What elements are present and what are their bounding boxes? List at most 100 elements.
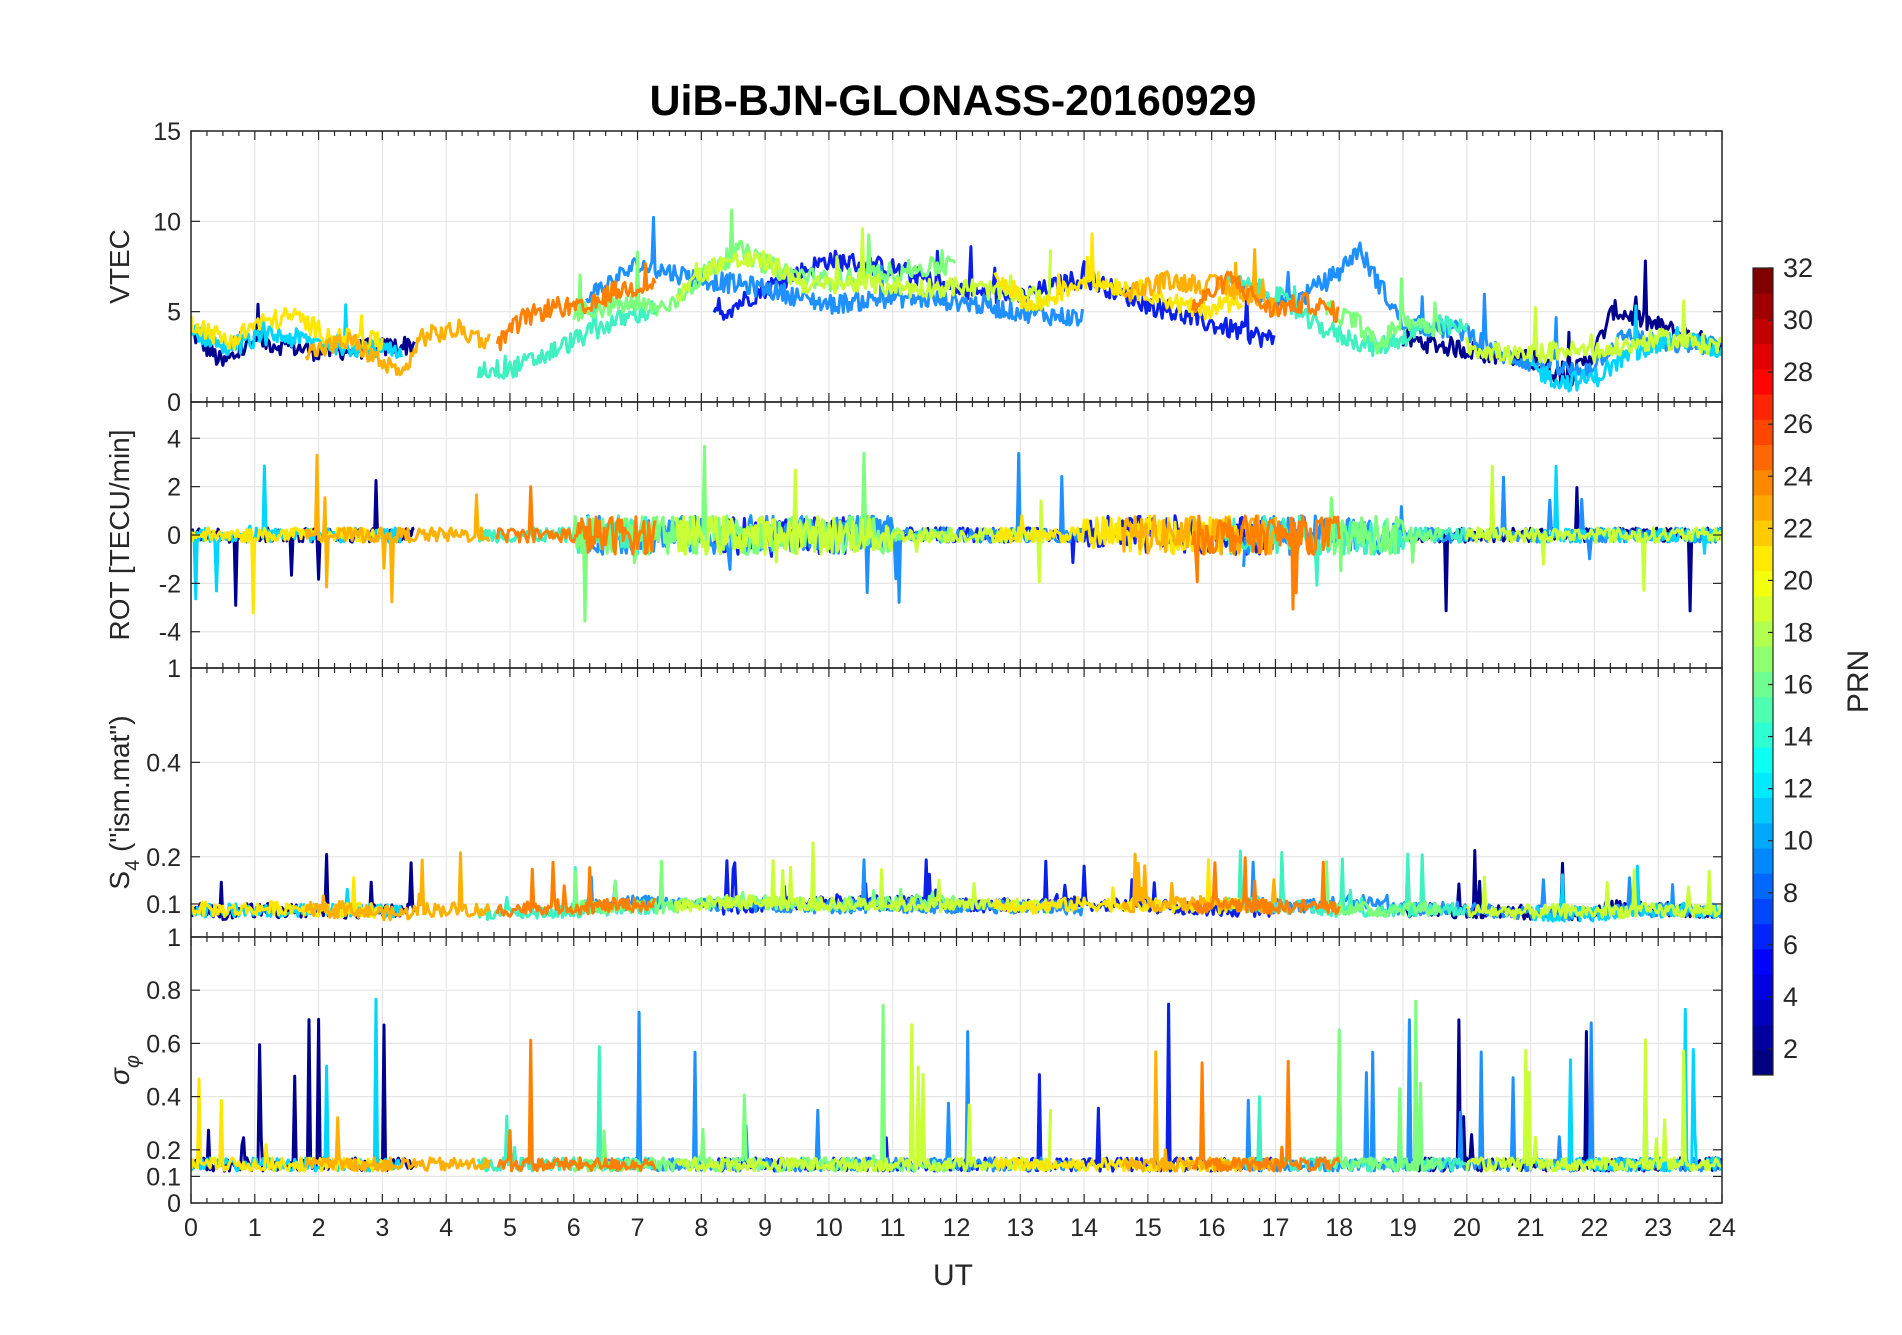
- colorbar-tick-label: 10: [1783, 826, 1813, 856]
- x-tick-label: 24: [1708, 1214, 1736, 1242]
- y-tick-label: 15: [153, 118, 181, 146]
- colorbar-band: [1753, 1049, 1773, 1076]
- x-tick-label: 23: [1644, 1214, 1672, 1242]
- series-line: [495, 262, 657, 352]
- colorbar-tick-label: 2: [1783, 1034, 1798, 1064]
- series-line: [674, 841, 1052, 915]
- series-line: [495, 485, 657, 556]
- colorbar-band: [1753, 520, 1773, 546]
- colorbar-label: PRN: [1842, 650, 1875, 713]
- colorbar-tick-label: 22: [1783, 513, 1813, 543]
- colorbar-tick-label: 32: [1783, 253, 1813, 283]
- colorbar-band: [1753, 747, 1773, 773]
- y-tick-label: 0.6: [146, 1030, 181, 1058]
- series-line: [1242, 241, 1722, 380]
- colorbar-tick-label: 18: [1783, 617, 1813, 647]
- x-tick-label: 17: [1262, 1214, 1290, 1242]
- ticks-s4: [190, 668, 1723, 937]
- x-tick-label: 8: [694, 1214, 708, 1242]
- series-line: [495, 860, 657, 918]
- y-axis-label-vtec: VTEC: [104, 229, 135, 304]
- x-tick-label: 15: [1134, 1214, 1162, 1242]
- series-line: [675, 227, 1053, 309]
- y-tick-label: 0.2: [146, 844, 181, 872]
- series-line: [304, 453, 491, 604]
- x-tick-label: 0: [184, 1214, 198, 1242]
- x-tick-label: 22: [1581, 1214, 1609, 1242]
- x-tick-label: 2: [312, 1214, 326, 1242]
- x-tick-label: 18: [1325, 1214, 1353, 1242]
- series-line: [1465, 299, 1722, 366]
- colorbar-band: [1753, 974, 1773, 1000]
- colorbar-box: [1752, 267, 1774, 1076]
- series-line: [712, 245, 1276, 348]
- y-axis-label-sigma: σφ: [104, 1055, 144, 1085]
- x-tick-label: 12: [943, 1214, 971, 1242]
- x-tick-label: 1: [248, 1214, 262, 1242]
- colorbar-tick-label: 20: [1783, 565, 1813, 595]
- x-tick-label: 9: [758, 1214, 772, 1242]
- series-group-sigma: [191, 997, 1722, 1173]
- colorbar-band: [1753, 444, 1773, 471]
- colorbar-band: [1753, 671, 1773, 698]
- x-tick-label: 4: [439, 1214, 453, 1242]
- y-axis-label-s4: S4 ("ism.mat"): [104, 715, 144, 889]
- x-tick-label: 13: [1006, 1214, 1034, 1242]
- colorbar-band: [1753, 696, 1773, 723]
- series-line: [993, 232, 1244, 321]
- y-tick-label: 0.2: [146, 1137, 181, 1165]
- colorbar-band: [1753, 419, 1773, 446]
- colorbar-band: [1753, 772, 1773, 799]
- x-axis-label: UT: [933, 1259, 973, 1292]
- colorbar-tick-label: 12: [1783, 774, 1813, 804]
- series-line: [1465, 464, 1722, 592]
- series-group-s4: [191, 841, 1722, 923]
- colorbar-band: [1753, 797, 1773, 824]
- y-tick-label: 0.1: [146, 1163, 181, 1191]
- series-line: [1191, 1059, 1341, 1173]
- colorbar-band: [1753, 721, 1773, 748]
- x-tick-labels: 0 1 2 3 4 5 6 7 8 9 10 11 12 13 14 15 16 17 18 19 20 21 22 23 24: [184, 1214, 1736, 1242]
- series-line: [572, 1003, 957, 1173]
- colorbar-tick-label: 30: [1783, 305, 1813, 335]
- colorbar-band: [1753, 822, 1773, 849]
- y-tick-label: 0.4: [146, 1084, 181, 1112]
- series-line: [1465, 868, 1722, 921]
- y-tick-label: 1: [167, 924, 181, 952]
- colorbar-band: [1753, 545, 1773, 572]
- colorbar-tick-label: 26: [1783, 409, 1813, 439]
- x-tick-label: 21: [1517, 1214, 1545, 1242]
- colorbar-band: [1753, 923, 1773, 950]
- x-tick-label: 19: [1389, 1214, 1417, 1242]
- x-tick-label: 7: [631, 1214, 645, 1242]
- colorbar-tick-label: 24: [1783, 461, 1813, 491]
- y-tick-label: 0.4: [146, 749, 181, 777]
- ticks-rot: [190, 402, 1723, 668]
- series-line: [585, 215, 1084, 327]
- y-tick-label: 10: [153, 208, 181, 236]
- series-line: [1325, 860, 1443, 918]
- panel-vtec: 0 5 10 15 VTEC: [104, 118, 1723, 417]
- ticks-sigma: [190, 936, 1723, 1204]
- series-line: [1191, 856, 1341, 916]
- panel-s4: 0.1 0.2 0.4 1 S4 ("ism.mat"): [104, 655, 1723, 938]
- series-line: [674, 468, 1052, 584]
- x-tick-label: 3: [375, 1214, 389, 1242]
- colorbar-band: [1753, 343, 1773, 370]
- colorbar-tick-label: 8: [1783, 878, 1798, 908]
- colorbar-band: [1753, 948, 1773, 975]
- colorbar-band: [1753, 469, 1773, 496]
- ticks-vtec: [190, 130, 1723, 403]
- colorbar-band: [1753, 1024, 1773, 1051]
- series-line: [1325, 496, 1443, 573]
- series-line: [497, 1038, 657, 1173]
- series-line: [1121, 1050, 1277, 1173]
- series-line: [304, 318, 491, 377]
- series-group-vtec: [191, 208, 1722, 393]
- series-line: [993, 1156, 1243, 1173]
- colorbar-band: [1753, 494, 1773, 521]
- x-tick-label: 6: [567, 1214, 581, 1242]
